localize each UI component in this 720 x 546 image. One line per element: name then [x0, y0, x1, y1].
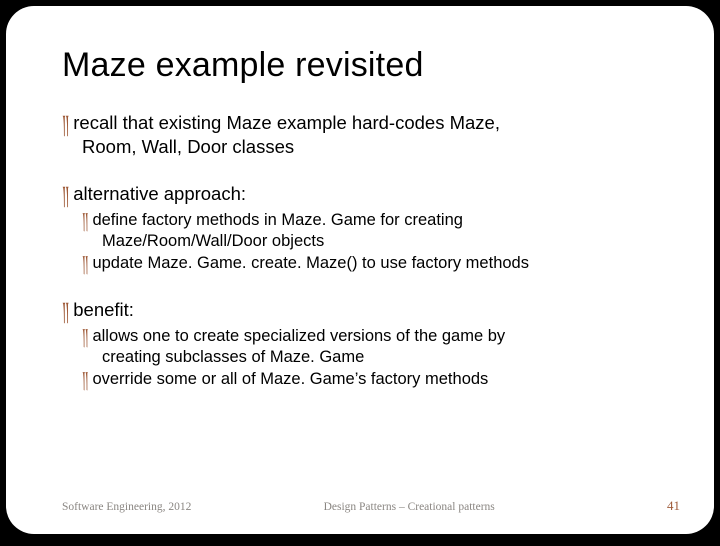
sub-bullet-text-cont: Maze/Room/Wall/Door objects [102, 231, 658, 252]
sub-bullet-text: define factory methods in Maze. Game for… [92, 210, 463, 231]
bullet-text: recall that existing Maze example hard-c… [73, 111, 500, 135]
slide-title: Maze example revisited [62, 46, 658, 85]
bullet-recall: ༎ recall that existing Maze example hard… [62, 111, 658, 158]
bullet-text: alternative approach: [73, 182, 246, 206]
page-number: 41 [667, 498, 680, 514]
bullet-icon: ༎ [82, 210, 88, 230]
sub-bullet-text: override some or all of Maze. Game’s fac… [92, 369, 488, 390]
bullet-text-cont: Room, Wall, Door classes [82, 135, 658, 159]
sub-bullet-define-factory: ༎ define factory methods in Maze. Game f… [82, 210, 658, 252]
bullet-icon: ༎ [82, 326, 88, 346]
sub-bullet-update-createmaze: ༎ update Maze. Game. create. Maze() to u… [82, 253, 658, 274]
bullet-icon: ༎ [82, 253, 88, 273]
sub-bullets-benefit: ༎ allows one to create specialized versi… [82, 326, 658, 390]
bullet-icon: ༎ [62, 182, 69, 205]
sub-bullet-text: allows one to create specialized version… [92, 326, 505, 347]
slide: Maze example revisited ༎ recall that exi… [6, 6, 714, 534]
sub-bullets-alternative: ༎ define factory methods in Maze. Game f… [82, 210, 658, 274]
bullet-text: benefit: [73, 298, 134, 322]
bullet-icon: ༎ [62, 298, 69, 321]
sub-bullet-override: ༎ override some or all of Maze. Game’s f… [82, 369, 658, 390]
slide-footer: Software Engineering, 2012 Design Patter… [62, 498, 680, 514]
sub-bullet-specialized: ༎ allows one to create specialized versi… [82, 326, 658, 368]
footer-center: Design Patterns – Creational patterns [151, 501, 667, 513]
sub-bullet-text-cont: creating subclasses of Maze. Game [102, 347, 658, 368]
bullet-benefit: ༎ benefit: [62, 298, 658, 322]
sub-bullet-text: update Maze. Game. create. Maze() to use… [92, 253, 529, 274]
bullet-icon: ༎ [82, 369, 88, 389]
bullet-icon: ༎ [62, 111, 69, 134]
bullet-alternative: ༎ alternative approach: [62, 182, 658, 206]
